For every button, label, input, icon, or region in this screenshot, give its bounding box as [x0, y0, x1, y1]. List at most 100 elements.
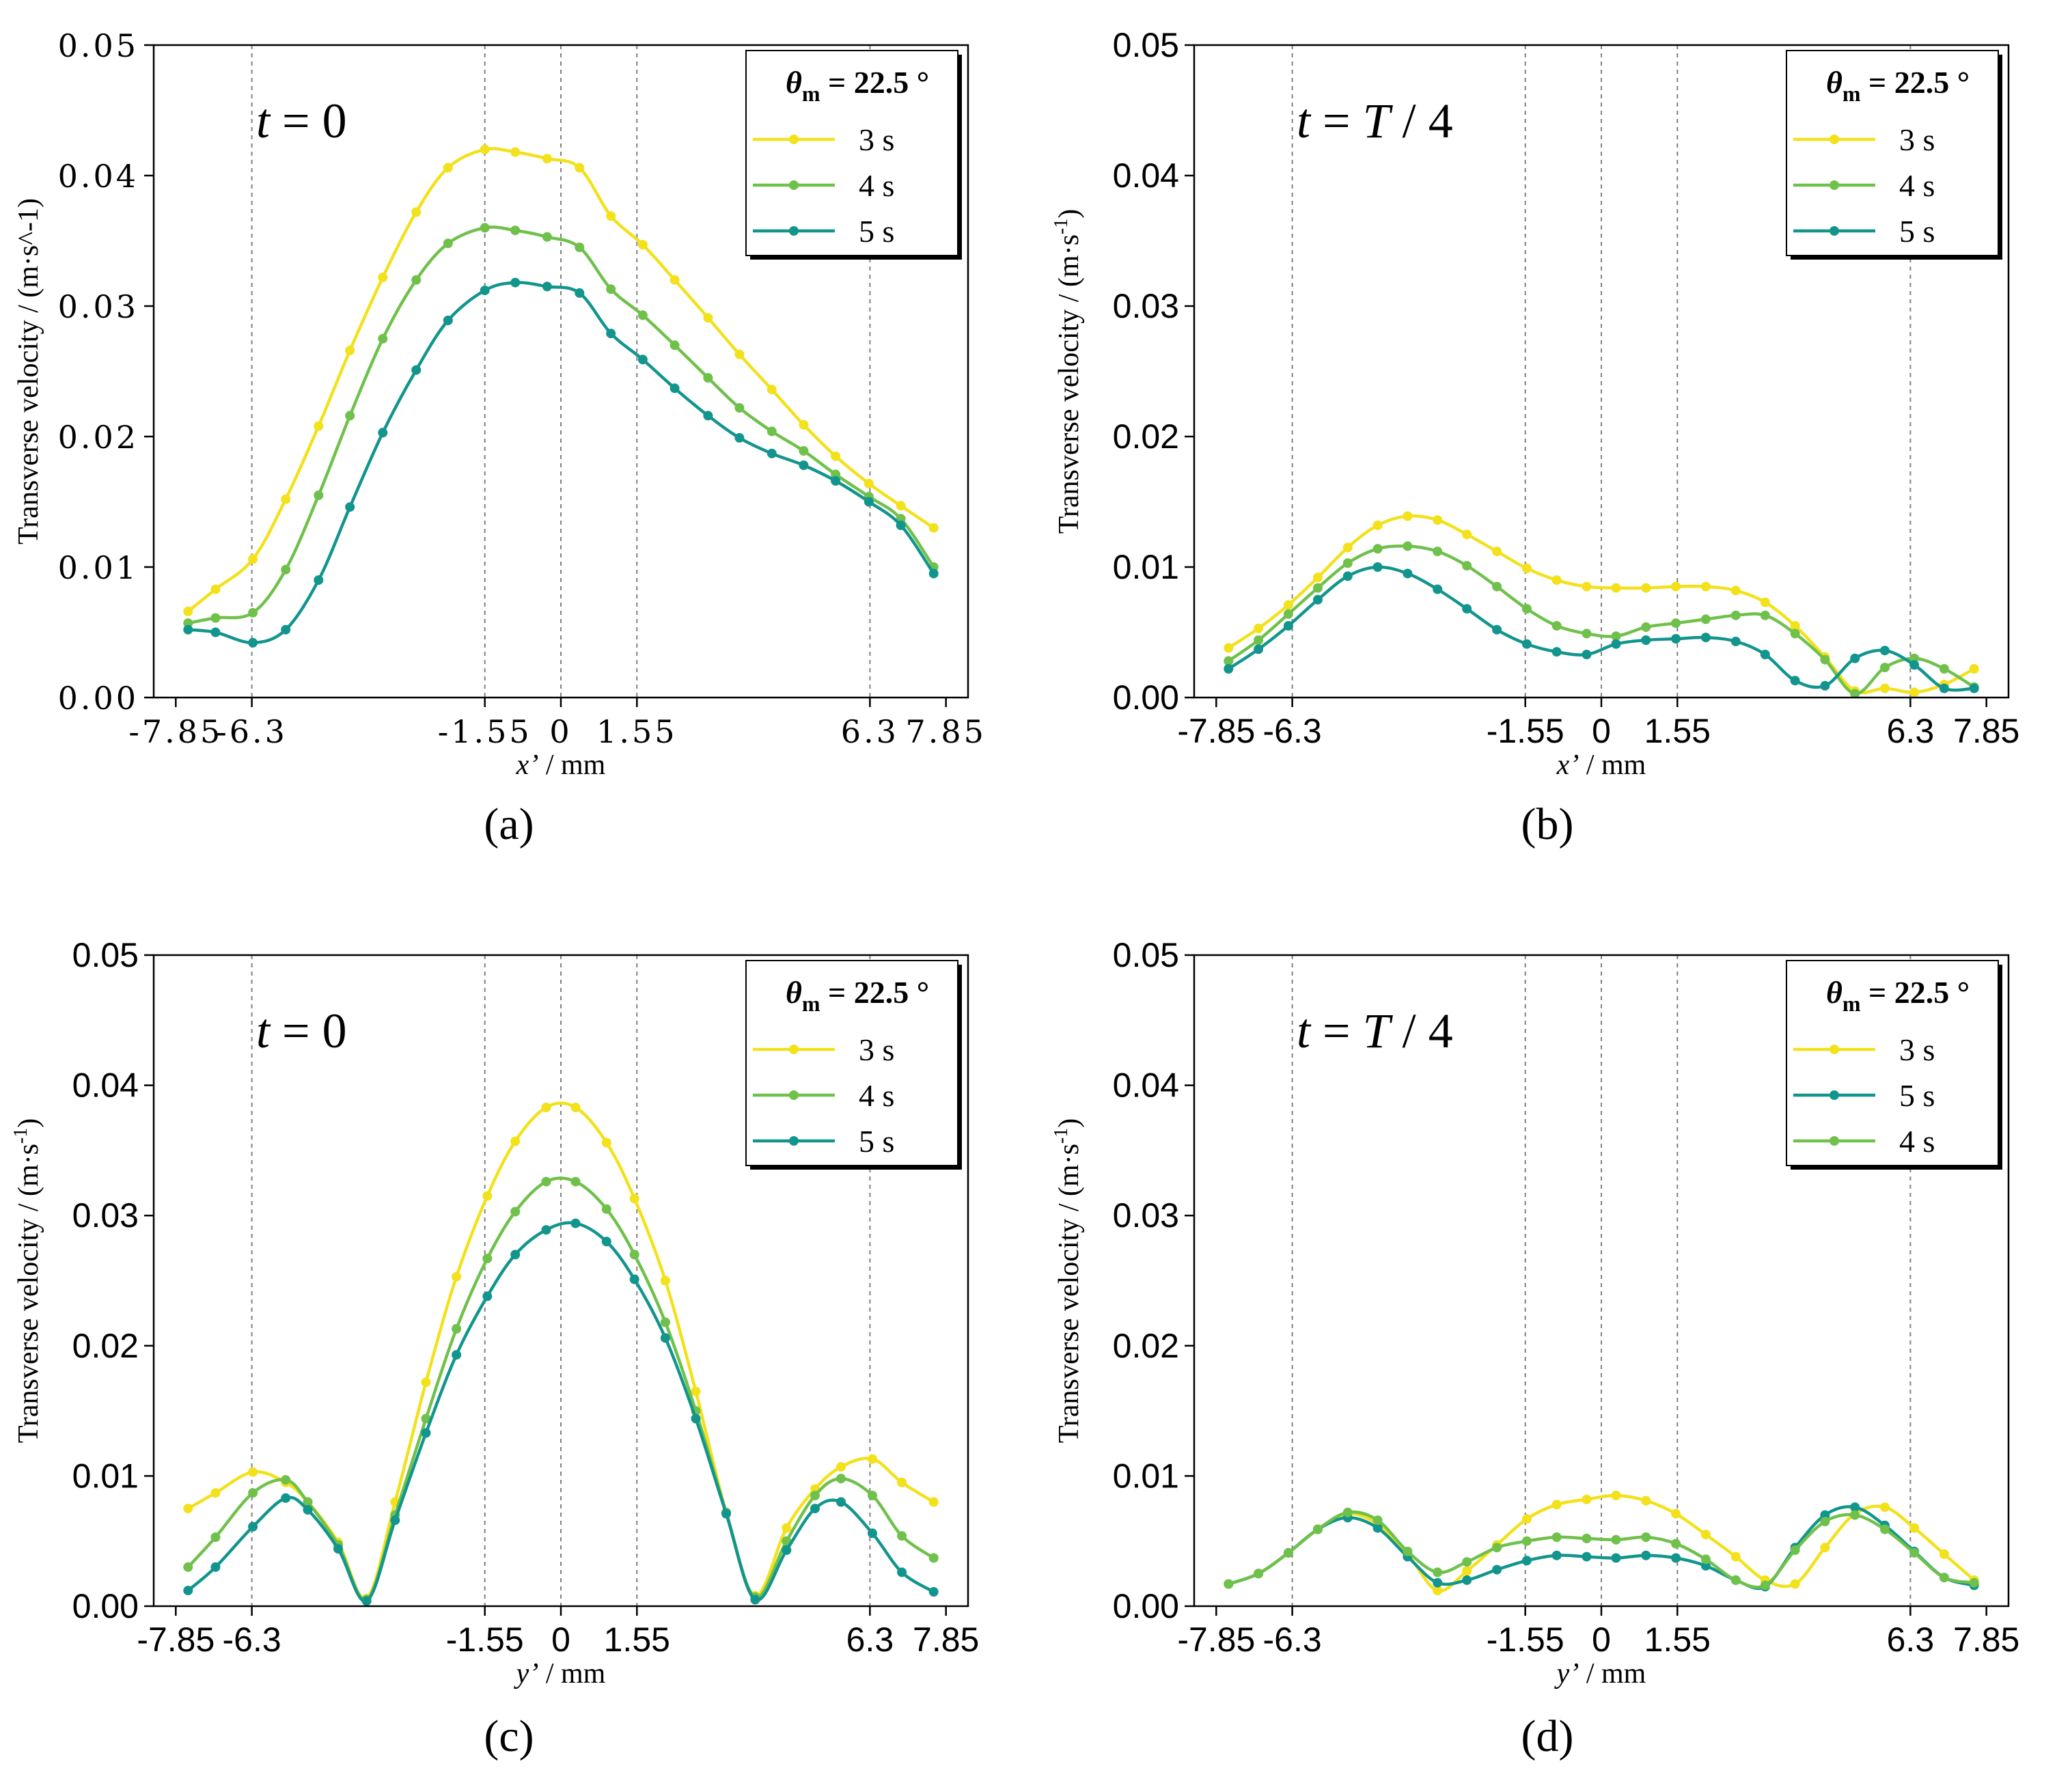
- data-point: [1671, 1508, 1681, 1519]
- data-point: [836, 1462, 846, 1472]
- legend-label: 4 s: [1899, 168, 1935, 203]
- data-point: [1254, 644, 1264, 654]
- data-point: [782, 1523, 792, 1533]
- data-point: [691, 1414, 701, 1424]
- y-tick-label: 0.04: [1113, 1066, 1179, 1105]
- data-point: [1462, 1575, 1472, 1585]
- data-point: [703, 373, 713, 383]
- data-point: [443, 163, 453, 173]
- x-tick-label: 1.55: [604, 1621, 670, 1659]
- legend-title: θm = 22.5 °: [786, 975, 929, 1016]
- x-tick-label: 0: [1592, 712, 1611, 750]
- legend-label: 5 s: [859, 1124, 894, 1159]
- data-point: [1551, 1550, 1562, 1560]
- data-point: [1969, 1577, 1979, 1588]
- data-point: [601, 1204, 611, 1214]
- data-point: [1939, 1573, 1949, 1583]
- data-point: [734, 403, 745, 413]
- legend-label: 3 s: [1899, 1032, 1935, 1067]
- x-axis-title: x’ / mm: [1556, 749, 1646, 781]
- y-tick-label: 0.05: [1113, 26, 1179, 64]
- chart-panel-b: 0.00 0.01 0.02 0.03 0.04 0.05 -7.85 -6.3 -1.55 0 1…: [1051, 26, 2019, 849]
- x-tick-label: 7.85: [913, 1621, 979, 1659]
- data-point: [183, 1562, 193, 1572]
- data-point: [452, 1324, 462, 1334]
- data-point: [868, 1491, 877, 1500]
- data-point: [1492, 547, 1502, 557]
- data-point: [1433, 1567, 1443, 1577]
- data-point: [831, 451, 841, 461]
- data-point: [1433, 1586, 1443, 1596]
- y-tick-label: 0.04: [58, 158, 139, 195]
- x-tick-label: 6.3: [841, 713, 899, 750]
- data-point: [570, 1103, 581, 1112]
- data-point: [411, 275, 422, 285]
- data-point: [1641, 583, 1651, 593]
- data-point: [896, 501, 906, 511]
- data-point: [799, 460, 809, 470]
- data-point: [1433, 584, 1443, 594]
- legend-label: 3 s: [859, 1032, 894, 1067]
- data-point: [734, 349, 745, 359]
- x-tick-label: -1.55: [438, 713, 532, 750]
- data-point: [1462, 604, 1472, 614]
- legend-label: 3 s: [1899, 122, 1935, 157]
- data-point: [1671, 634, 1681, 644]
- data-point: [831, 475, 841, 486]
- panel-label: (d): [1521, 1711, 1574, 1761]
- data-point: [1611, 1491, 1621, 1500]
- data-point: [1880, 646, 1890, 656]
- data-point: [1283, 1547, 1293, 1558]
- data-point: [510, 147, 521, 157]
- chart-panel-d: 0.00 0.01 0.02 0.03 0.04 0.05 -7.85 -6.3 -1.55 0 1…: [1051, 936, 2019, 1761]
- data-point: [248, 607, 258, 618]
- data-point: [542, 154, 552, 164]
- data-point: [570, 1176, 581, 1187]
- y-tick-label: 0.03: [1113, 287, 1179, 325]
- data-point: [637, 355, 648, 365]
- data-point: [183, 618, 193, 629]
- data-point: [1224, 643, 1234, 653]
- data-point: [660, 1276, 670, 1286]
- data-point: [210, 584, 221, 594]
- data-point: [314, 491, 324, 500]
- panel-label: (c): [484, 1711, 534, 1761]
- data-point: [1433, 515, 1443, 525]
- data-point: [480, 286, 490, 296]
- data-point: [443, 316, 453, 325]
- data-point: [1462, 1566, 1472, 1576]
- legend-title: θm = 22.5 °: [1826, 65, 1970, 106]
- data-point: [378, 428, 388, 438]
- data-point: [1521, 1536, 1532, 1546]
- data-point: [1850, 653, 1860, 663]
- data-point: [1433, 1577, 1443, 1588]
- data-point: [734, 432, 745, 443]
- x-tick-label: 0: [551, 1621, 570, 1659]
- legend-marker: [1830, 1136, 1839, 1146]
- data-point: [601, 1237, 611, 1247]
- data-point: [660, 1333, 670, 1343]
- legend-title: θm = 22.5 °: [1826, 975, 1970, 1016]
- data-point: [452, 1350, 462, 1360]
- data-point: [928, 1553, 939, 1563]
- data-point: [281, 1475, 291, 1485]
- data-point: [345, 411, 355, 421]
- data-point: [669, 383, 680, 394]
- data-point: [810, 1491, 820, 1500]
- data-point: [767, 426, 777, 437]
- x-tick-label: 7.85: [905, 713, 986, 750]
- data-point: [510, 1136, 521, 1146]
- legend-label: 5 s: [859, 214, 894, 249]
- y-tick-label: 0.03: [72, 1196, 139, 1235]
- data-point: [480, 144, 490, 154]
- data-point: [1582, 581, 1592, 592]
- data-point: [1969, 683, 1979, 693]
- data-point: [606, 329, 616, 339]
- data-point: [510, 277, 521, 288]
- data-point: [606, 284, 616, 294]
- legend-marker: [1830, 226, 1839, 236]
- data-point: [421, 1377, 431, 1388]
- data-point: [1313, 573, 1323, 583]
- data-point: [1730, 636, 1741, 646]
- y-tick-label: 0.01: [58, 549, 139, 586]
